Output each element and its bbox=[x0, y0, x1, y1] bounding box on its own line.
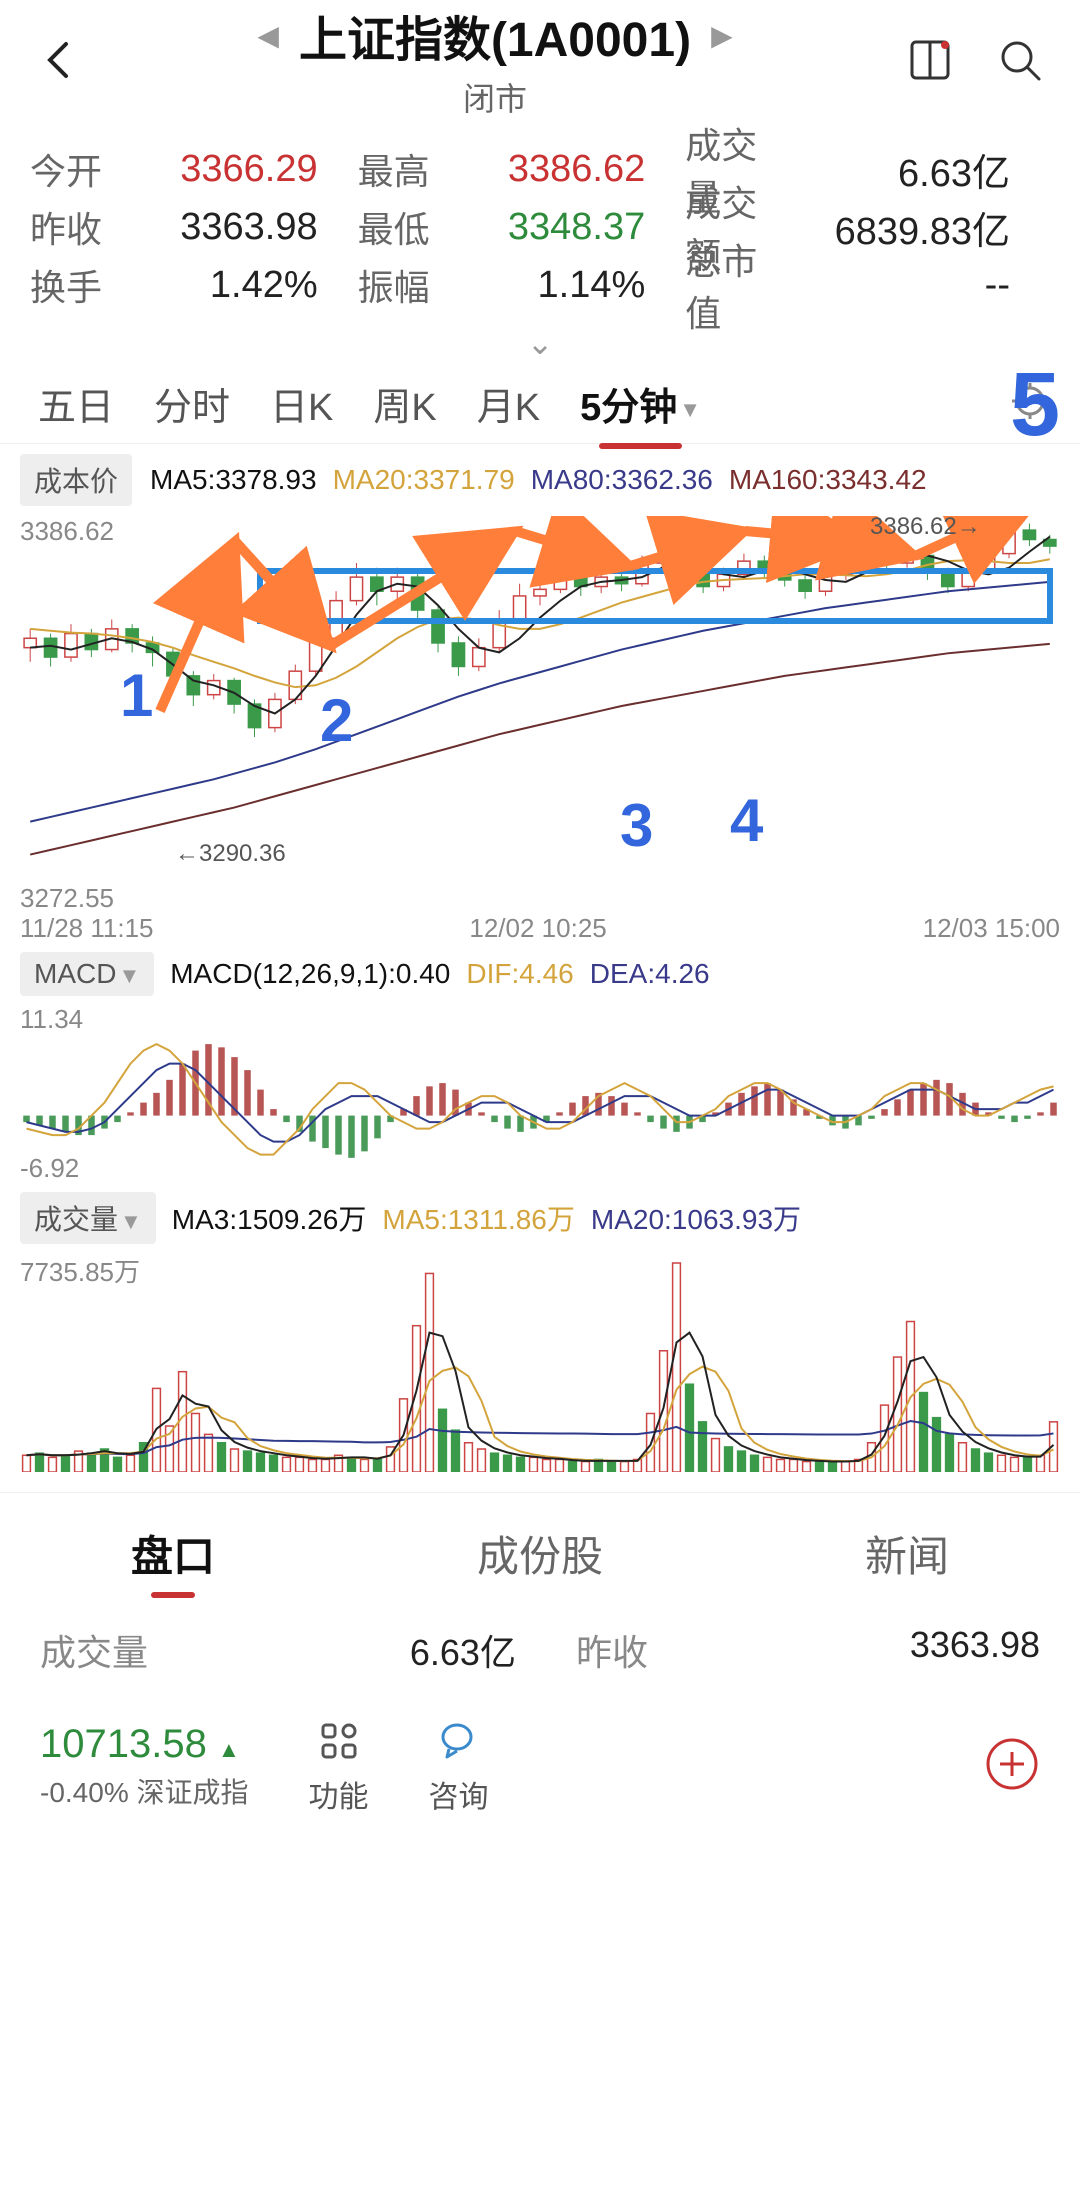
annotation-4: 4 bbox=[730, 786, 763, 855]
period-tab-0[interactable]: 五日 bbox=[30, 370, 122, 437]
macd-panel: MACD▼ MACD(12,26,9,1):0.40 DIF:4.46 DEA:4.… bbox=[20, 944, 1060, 1184]
stat-value: 3366.29 bbox=[123, 148, 358, 191]
volume-panel: 成交量▼ MA3:1509.26万 MA5:1311.86万 MA20:1063.9… bbox=[20, 1184, 1060, 1472]
x-label: 12/02 10:25 bbox=[469, 913, 606, 944]
annotation-3: 3 bbox=[620, 791, 653, 860]
stat-label: 振幅 bbox=[358, 259, 451, 311]
footer-functions-label: 功能 bbox=[309, 1772, 369, 1816]
search-icon[interactable] bbox=[990, 30, 1050, 90]
x-label: 12/03 15:00 bbox=[923, 913, 1060, 944]
legend-item: MA20:3371.79 bbox=[333, 464, 515, 495]
stat-value: 6.63亿 bbox=[778, 142, 1050, 197]
stats-grid: 今开3366.29最高3386.62成交量6.63亿昨收3363.98最低334… bbox=[0, 120, 1080, 324]
stat-value: 3363.98 bbox=[123, 206, 358, 249]
legend-item: DIF:4.46 bbox=[466, 958, 573, 989]
stat-label: 最低 bbox=[358, 201, 451, 253]
footer-consult-label: 咨询 bbox=[429, 1772, 489, 1816]
macd-chart[interactable]: 11.34 -6.92 bbox=[20, 1004, 1060, 1184]
footer-add-button[interactable] bbox=[984, 1736, 1040, 1797]
period-tab-4[interactable]: 月K bbox=[469, 370, 548, 437]
vol-ymax: 7735.85万 bbox=[20, 1252, 140, 1289]
svg-text:←3290.36: ←3290.36 bbox=[175, 840, 286, 867]
layout-icon[interactable] bbox=[900, 30, 960, 90]
annotation-2: 2 bbox=[320, 686, 353, 755]
stat-value: -- bbox=[778, 264, 1050, 307]
stats-row: 换手1.42%振幅1.14%总市值-- bbox=[30, 256, 1050, 314]
stat-value: 1.42% bbox=[123, 264, 358, 307]
y-max: 3386.62 bbox=[20, 516, 114, 547]
prev-arrow-icon[interactable]: ◀ bbox=[257, 19, 279, 52]
footer-price: 10713.58 bbox=[40, 1722, 207, 1766]
period-tab-2[interactable]: 日K bbox=[262, 370, 341, 437]
footer-bar: 10713.58 ▲ -0.40% 深证成指 功能 咨询 bbox=[0, 1706, 1080, 1836]
macd-ymax: 11.34 bbox=[20, 1004, 83, 1035]
stats-row: 昨收3363.98最低3348.37成交额6839.83亿 bbox=[30, 198, 1050, 256]
summary-prevclose-value: 3363.98 bbox=[910, 1624, 1040, 1676]
summary-prevclose-label: 昨收 bbox=[576, 1624, 648, 1676]
volume-chart[interactable]: 7735.85万 bbox=[20, 1252, 1060, 1472]
footer-functions-button[interactable]: 功能 bbox=[309, 1716, 369, 1816]
legend-item: MA160:3343.42 bbox=[729, 464, 927, 495]
header: ◀ 上证指数(1A0001) ▶ 闭市 bbox=[0, 0, 1080, 120]
period-tab-1[interactable]: 分时 bbox=[146, 370, 238, 437]
chat-icon bbox=[429, 1716, 489, 1766]
volume-badge[interactable]: 成交量▼ bbox=[20, 1192, 156, 1244]
back-icon[interactable] bbox=[30, 30, 90, 90]
legend-item: MA20:1063.93万 bbox=[591, 1204, 801, 1235]
stats-row: 今开3366.29最高3386.62成交量6.63亿 bbox=[30, 140, 1050, 198]
legend-item: MA5:3378.93 bbox=[150, 464, 317, 495]
x-axis-labels: 11/28 11:15 12/02 10:25 12/03 15:00 bbox=[20, 913, 1060, 944]
legend-item: MA3:1509.26万 bbox=[172, 1204, 367, 1235]
market-status: 闭市 bbox=[90, 74, 900, 120]
macd-ymin: -6.92 bbox=[20, 1153, 79, 1184]
stat-label: 最高 bbox=[358, 143, 451, 195]
annotation-5: 5 bbox=[1010, 354, 1060, 457]
macd-badge[interactable]: MACD▼ bbox=[20, 952, 154, 996]
annotation-1: 1 bbox=[120, 661, 153, 730]
period-tabs: 五日分时日K周K月K5分钟▼ 5 bbox=[0, 364, 1080, 444]
index-title: 上证指数(1A0001) bbox=[299, 0, 691, 70]
expand-chevron-icon[interactable]: ⌄ bbox=[0, 324, 1080, 364]
footer-name: 深证成指 bbox=[137, 1777, 249, 1808]
x-label: 11/28 11:15 bbox=[20, 913, 154, 944]
period-tab-5[interactable]: 5分钟▼ bbox=[572, 370, 709, 437]
summary-vol-label: 成交量 bbox=[40, 1624, 148, 1676]
cost-badge[interactable]: 成本价 bbox=[20, 454, 132, 506]
period-tab-3[interactable]: 周K bbox=[365, 370, 444, 437]
detail-tab-1[interactable]: 成份股 bbox=[447, 1523, 633, 1584]
detail-tab-0[interactable]: 盘口 bbox=[101, 1523, 245, 1584]
legend-item: MA80:3362.36 bbox=[531, 464, 713, 495]
summary-vol-value: 6.63亿 bbox=[410, 1624, 516, 1676]
grid-icon bbox=[309, 1716, 369, 1766]
stat-value: 3348.37 bbox=[450, 206, 685, 249]
svg-text:3386.62→: 3386.62→ bbox=[870, 516, 981, 540]
stat-label: 总市值 bbox=[685, 233, 778, 337]
stat-label: 换手 bbox=[30, 259, 123, 311]
legend-item: MA5:1311.86万 bbox=[382, 1204, 575, 1235]
legend-item: MACD(12,26,9,1):0.40 bbox=[170, 958, 450, 989]
stat-value: 3386.62 bbox=[450, 148, 685, 191]
footer-change: -0.40% bbox=[40, 1777, 129, 1808]
detail-tab-2[interactable]: 新闻 bbox=[835, 1523, 979, 1584]
footer-consult-button[interactable]: 咨询 bbox=[429, 1716, 489, 1816]
stat-value: 1.14% bbox=[450, 264, 685, 307]
footer-ticker[interactable]: 10713.58 ▲ -0.40% 深证成指 bbox=[40, 1722, 249, 1811]
main-price-chart[interactable]: 3386.62 3272.55 3386.62→ ←3290.36 11/28 1… bbox=[20, 516, 1060, 944]
stat-label: 今开 bbox=[30, 143, 123, 195]
y-min: 3272.55 bbox=[20, 883, 114, 914]
next-arrow-icon[interactable]: ▶ bbox=[711, 19, 733, 52]
summary-row: 成交量 6.63亿 昨收 3363.98 bbox=[0, 1594, 1080, 1706]
detail-tabs: 盘口 成份股 新闻 bbox=[0, 1492, 1080, 1594]
title-block[interactable]: ◀ 上证指数(1A0001) ▶ 闭市 bbox=[90, 0, 900, 120]
stat-value: 6839.83亿 bbox=[778, 200, 1050, 255]
stat-label: 昨收 bbox=[30, 201, 123, 253]
legend-item: DEA:4.26 bbox=[590, 958, 710, 989]
ma-legend: 成本价 MA5:3378.93 MA20:3371.79 MA80:3362.36 M… bbox=[0, 444, 1080, 516]
